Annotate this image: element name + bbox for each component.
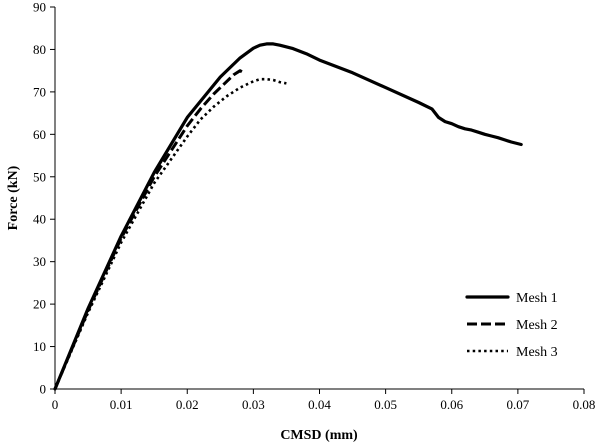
legend-label: Mesh 1 (516, 291, 558, 306)
x-tick-label: 0.05 (374, 397, 397, 412)
y-tick-label: 50 (33, 169, 46, 184)
plot-area: 0 10 20 30 40 50 60 70 80 90 0 0.01 0.02 0.03 0.04 0.0… (33, 0, 595, 412)
y-tick-label: 40 (33, 212, 46, 227)
series-line-mesh-2 (53, 69, 245, 390)
x-axis-ticks: 0 0.01 0.02 0.03 0.04 0.05 0.06 0.07 0.08 (52, 389, 596, 412)
x-axis-title: CMSD (mm) (280, 428, 358, 443)
x-tick-label: 0.07 (507, 397, 530, 412)
x-tick-label: 0.04 (308, 397, 331, 412)
y-tick-label: 60 (33, 127, 46, 142)
series-line-mesh-3 (53, 77, 287, 390)
y-tick-label: 70 (33, 84, 46, 99)
series-lines (53, 42, 523, 391)
y-tick-label: 90 (33, 0, 46, 15)
x-tick-label: 0.03 (242, 397, 265, 412)
legend: Mesh 1 Mesh 2 Mesh 3 (465, 291, 558, 360)
y-tick-label: 20 (33, 297, 46, 312)
x-tick-label: 0.06 (440, 397, 463, 412)
y-tick-label: 10 (33, 339, 46, 354)
y-tick-label: 30 (33, 254, 46, 269)
y-tick-label: 80 (33, 42, 46, 57)
legend-label: Mesh 2 (516, 318, 558, 333)
x-tick-label: 0 (52, 397, 59, 412)
y-axis-title: Force (kN) (6, 165, 21, 230)
y-axis-ticks: 0 10 20 30 40 50 60 70 80 90 (33, 0, 55, 397)
x-tick-label: 0.01 (110, 397, 133, 412)
y-tick-label: 0 (40, 382, 47, 397)
series-line-mesh-1 (53, 42, 523, 391)
x-tick-label: 0.02 (176, 397, 199, 412)
x-tick-label: 0.08 (573, 397, 596, 412)
legend-label: Mesh 3 (516, 345, 558, 360)
